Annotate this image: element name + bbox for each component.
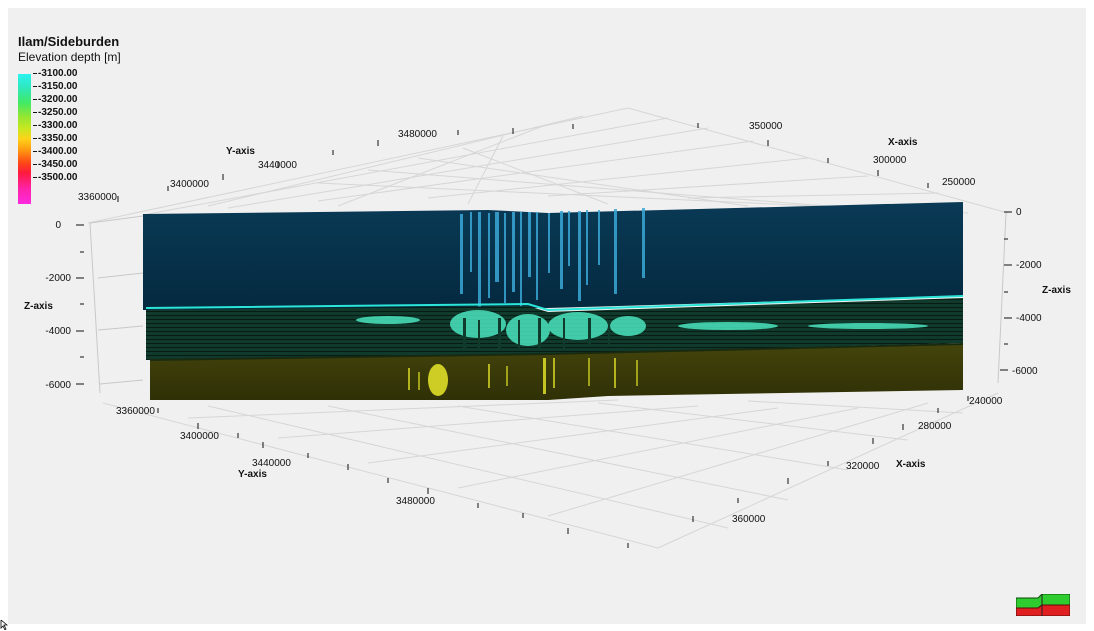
left-z-tick-3: -6000 [45,380,71,391]
yellow-bright-spots [408,358,638,396]
upper-layer [143,202,963,310]
right-z-tick-labels: 0 -2000 -4000 -6000 [1012,207,1042,377]
legend-tick: -3250.00 [33,108,77,118]
legend-tick: -3350.00 [33,134,77,144]
right-z-tick-1: -2000 [1016,260,1042,271]
bottom-y-axis-label: Y-axis [238,469,267,480]
legend-tick: -3450.00 [33,160,77,170]
speckle-dark [463,318,610,350]
top-x-tick-0: 350000 [749,121,783,132]
lower-layer [150,344,963,400]
legend-tick: -3100.00 [33,69,77,79]
right-z-tick-3: -6000 [1012,366,1038,377]
bottom-y-tick-3: 3480000 [396,496,435,507]
left-z-axis-label: Z-axis [24,301,53,312]
top-axis-tickmarks [117,123,929,202]
vertical-streaks [460,208,645,307]
right-z-tickmarks [1000,211,1012,371]
mouse-pointer-icon [0,620,8,630]
legend-tick: -3200.00 [33,95,77,105]
lower-horizon [149,343,964,361]
legend-tick: -3400.00 [33,147,77,157]
right-z-tick-2: -4000 [1016,313,1042,324]
legend-tick: -3500.00 [33,173,77,183]
top-x-tick-labels: 350000 300000 250000 [749,121,976,188]
bottom-y-tick-2: 3440000 [252,458,291,469]
color-legend: Ilam/Sideburden Elevation depth [m] -310… [18,34,148,204]
right-z-tick-0: 0 [1016,207,1022,218]
top-grid [87,107,1009,224]
bottom-x-tick-2: 320000 [846,461,880,472]
top-x-tick-2: 250000 [942,177,976,188]
legend-colorbar [18,74,31,204]
top-y-axis-label: Y-axis [226,146,255,157]
3d-scene[interactable]: 3360000 3400000 3440000 3480000 Y-axis 3… [8,8,1086,624]
z-frame [89,212,1007,394]
bottom-x-axis-label: X-axis [896,459,926,470]
3d-canvas[interactable]: 3360000 3400000 3440000 3480000 Y-axis 3… [8,8,1086,624]
bottom-x-tick-1: 280000 [918,421,952,432]
legend-tick-list: -3100.00 -3150.00 -3200.00 -3250.00 -330… [33,69,123,204]
bottom-y-tick-1: 3400000 [180,431,219,442]
speckle-zone [356,310,928,346]
left-z-tick-labels: 0 -2000 -4000 -6000 [45,220,71,391]
bottom-grid [102,392,999,549]
legend-tick: -3150.00 [33,82,77,92]
left-z-tick-1: -2000 [45,273,71,284]
orientation-cube-icon[interactable] [1016,594,1070,616]
bottom-x-tick-labels: 240000 280000 320000 360000 [732,396,1003,525]
bottom-x-tick-3: 360000 [732,514,766,525]
legend-title: Ilam/Sideburden [18,34,120,49]
bottom-y-tick-0: 3360000 [116,406,155,417]
top-y-tick-2: 3440000 [258,160,297,171]
seismic-model-block[interactable] [143,202,964,400]
bottom-y-tick-labels: 3360000 3400000 3440000 3480000 [116,406,435,507]
top-y-tick-3: 3480000 [398,129,437,140]
bottom-axis-tickmarks [157,396,969,548]
top-y-tick-1: 3400000 [170,179,209,190]
left-z-tick-2: -4000 [45,326,71,337]
left-z-tickmarks [76,224,84,385]
top-x-tick-1: 300000 [873,155,907,166]
top-y-tick-0: 3360000 [78,192,117,203]
right-z-axis-label: Z-axis [1042,285,1071,296]
top-y-tick-labels: 3360000 3400000 3440000 3480000 [78,129,437,203]
cyan-horizon [145,295,964,312]
legend-tick: -3300.00 [33,121,77,131]
bottom-x-tick-0: 240000 [969,396,1003,407]
left-z-tick-0: 0 [55,220,61,231]
top-x-axis-label: X-axis [888,137,918,148]
legend-subtitle: Elevation depth [m] [18,50,121,64]
